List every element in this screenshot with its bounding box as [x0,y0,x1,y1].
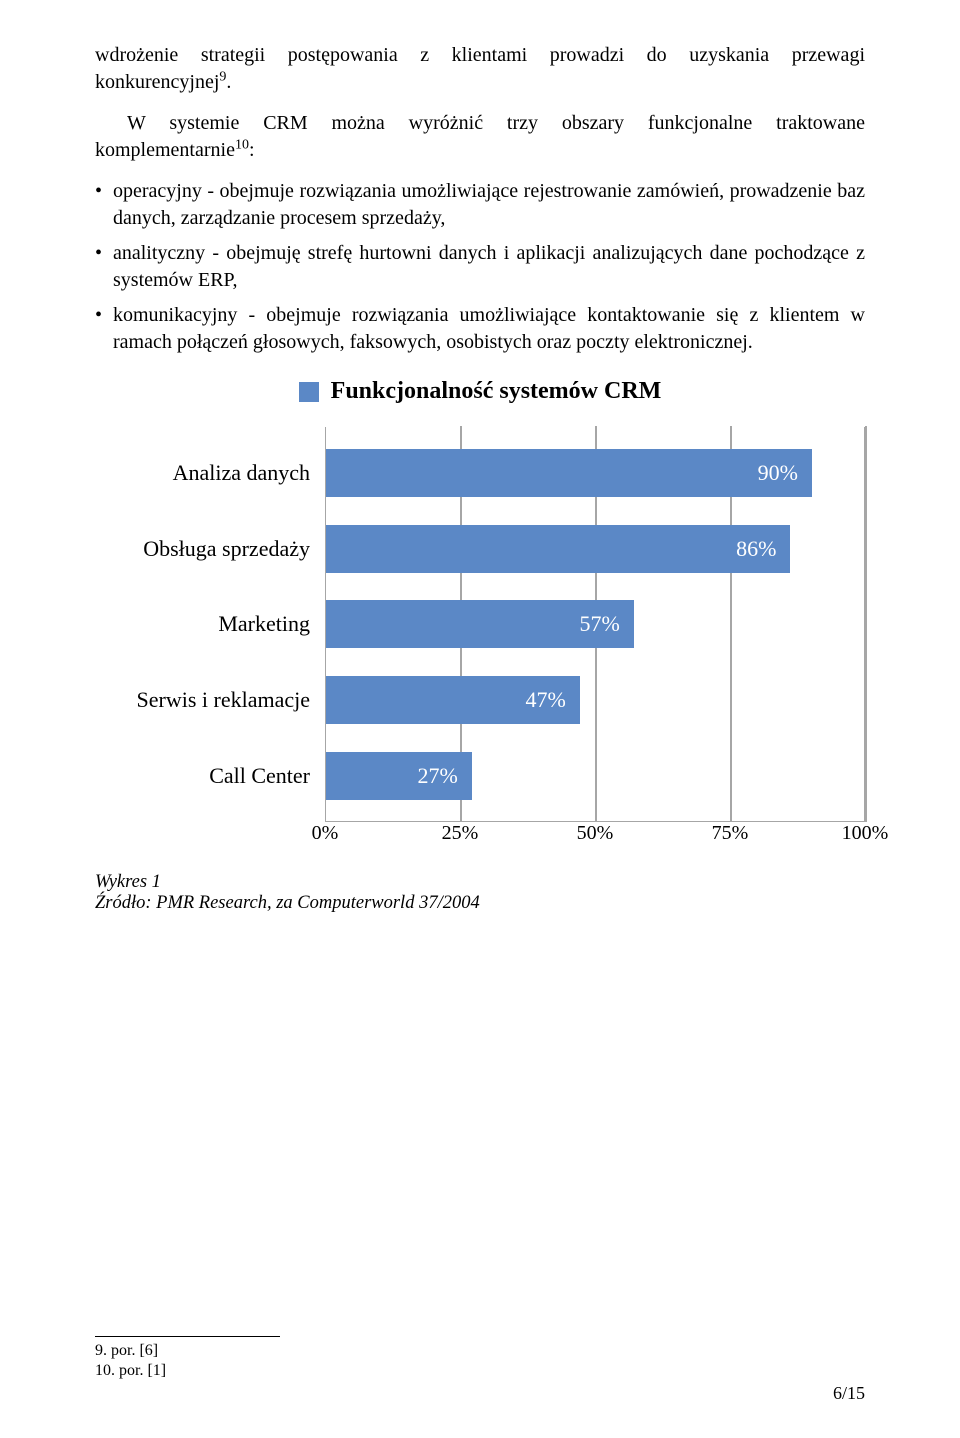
chart-row: 90% [326,437,864,509]
bar-value-label: 27% [417,763,457,789]
footnote-ref-10: 10 [235,137,249,152]
bar-value-label: 47% [525,687,565,713]
list-item: analityczny - obejmuję strefę hurtowni d… [95,240,865,294]
category-label: Analiza danych [95,460,325,486]
bullet-list: operacyjny - obejmuje rozwiązania umożli… [95,178,865,356]
list-item: komunikacyjny - obejmuje rozwiązania umo… [95,302,865,356]
bar-track: 86% [326,525,864,573]
bar: 90% [326,449,812,497]
bar-value-label: 86% [736,536,776,562]
paragraph-2: W systemie CRM można wyróżnić trzy obsza… [95,110,865,164]
bar: 27% [326,752,472,800]
x-tick-label: 25% [442,822,479,845]
chart-row: Analiza danych [95,437,325,509]
footnote-9: 9. por. [6] [95,1341,865,1361]
bars-column: 90% 86% 57% 47% 27% [326,427,864,822]
footnotes-block: 9. por. [6] 10. por. [1] 6/15 [95,1336,865,1404]
chart-row: Obsługa sprzedaży [95,513,325,585]
bar: 57% [326,600,634,648]
chart-row: Call Center [95,740,325,812]
text: . [226,71,231,93]
bar: 86% [326,525,790,573]
x-axis: 0%25%50%75%100% [325,822,865,850]
category-label: Serwis i reklamacje [95,687,325,713]
paragraph-1: wdrożenie strategii postępowania z klien… [95,42,865,96]
chart-row: Serwis i reklamacje [95,664,325,736]
caption-line-1: Wykres 1 [95,872,161,892]
x-tick-label: 50% [577,822,614,845]
bar: 47% [326,676,580,724]
gridline [865,426,867,822]
text: : [249,139,255,161]
category-label: Marketing [95,611,325,637]
list-item: operacyjny - obejmuje rozwiązania umożli… [95,178,865,232]
chart-row: 86% [326,513,864,585]
caption-line-2: Źródło: PMR Research, za Computerworld 3… [95,893,480,913]
chart-row: Marketing [95,588,325,660]
bar-value-label: 57% [579,611,619,637]
chart-body: Analiza danych Obsługa sprzedaży Marketing… [95,427,865,850]
category-label: Obsługa sprzedaży [95,536,325,562]
text: wdrożenie strategii postępowania z klien… [95,44,865,93]
bar-track: 57% [326,600,864,648]
page: wdrożenie strategii postępowania z klien… [0,0,960,1438]
chart-legend: Funkcjonalność systemów CRM [95,378,865,405]
legend-swatch-icon [299,382,319,402]
chart-caption: Wykres 1 Źródło: PMR Research, za Comput… [95,872,865,914]
category-labels-column: Analiza danych Obsługa sprzedaży Marketing… [95,427,325,822]
chart-row: 47% [326,664,864,736]
page-number: 6/15 [95,1383,865,1404]
category-label: Call Center [95,763,325,789]
text: W systemie CRM można wyróżnić trzy obsza… [95,112,865,161]
bar-track: 47% [326,676,864,724]
plot-frame: 90%86%57%47%27% 0%25%50%75%100% [325,427,865,850]
chart-container: Funkcjonalność systemów CRM Analiza dany… [95,378,865,850]
footnote-10: 10. por. [1] [95,1361,865,1381]
bar-value-label: 90% [758,460,798,486]
plot-area: 90% 86% 57% 47% 27% [325,427,865,822]
footnote-rule [95,1336,280,1337]
x-tick-label: 0% [312,822,339,845]
x-tick-label: 75% [712,822,749,845]
legend-label: Funkcjonalność systemów CRM [331,378,662,405]
bar-track: 90% [326,449,864,497]
chart-row: 27% [326,740,864,812]
chart-row: 57% [326,588,864,660]
bar-track: 27% [326,752,864,800]
x-tick-label: 100% [842,822,889,845]
